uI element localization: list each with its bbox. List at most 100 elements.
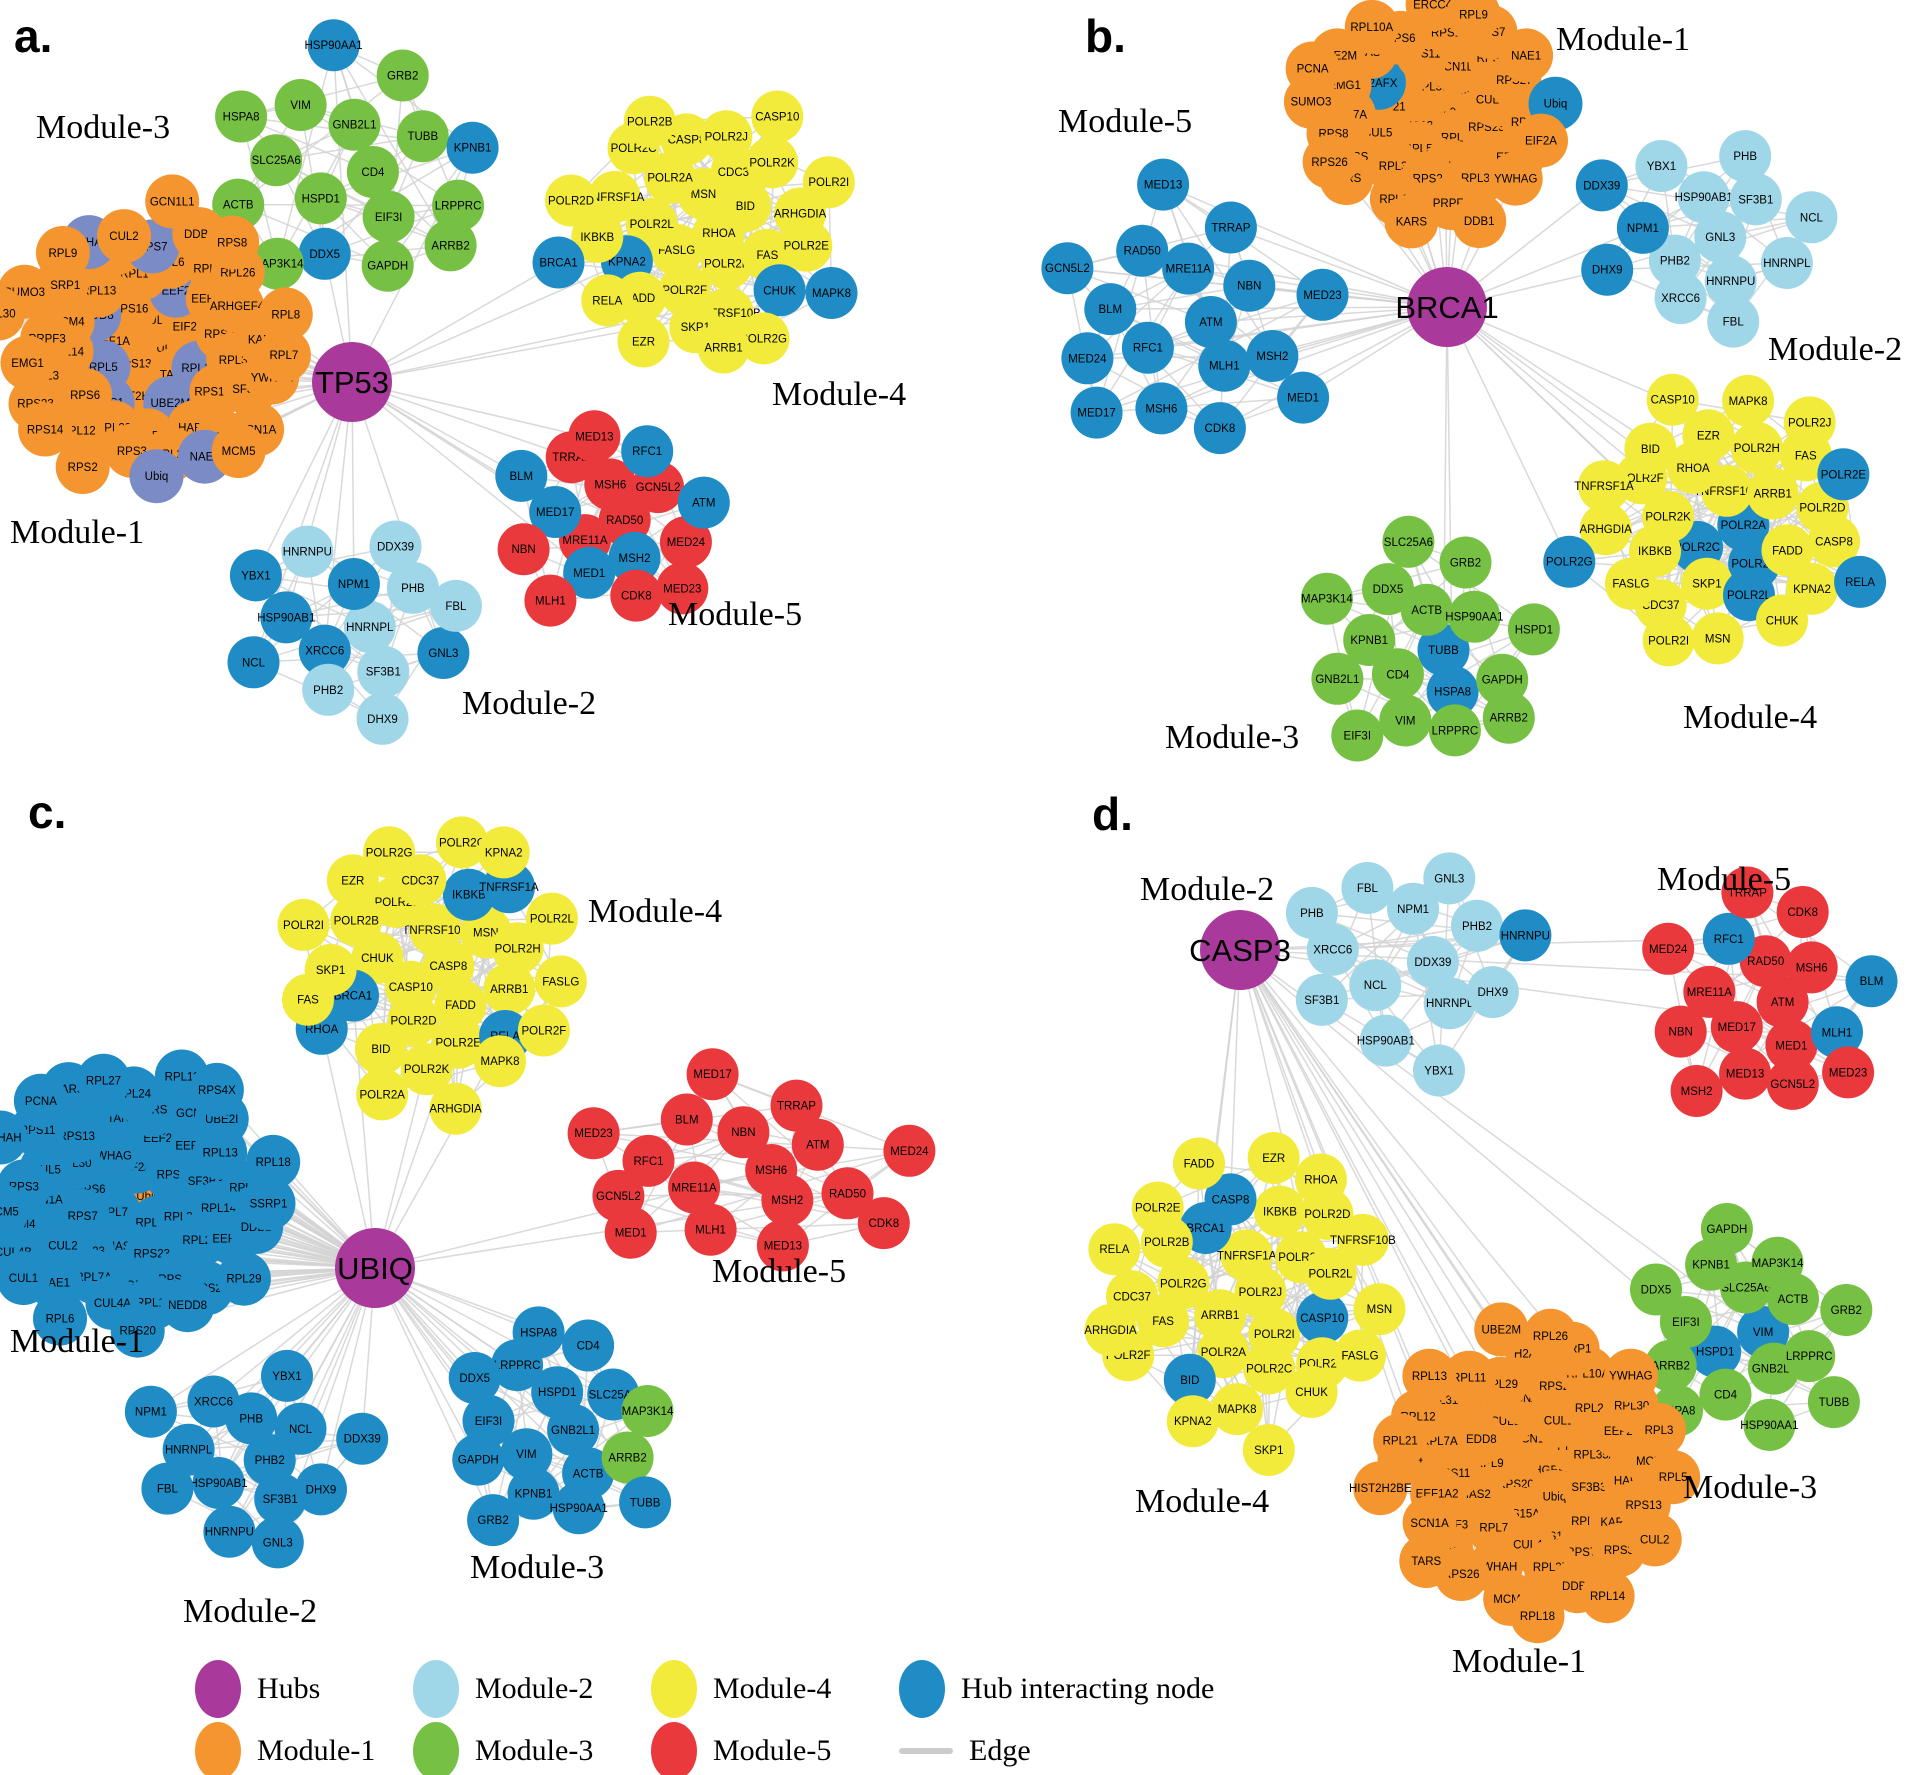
node-MED23[interactable] <box>656 562 709 615</box>
node-POLR2C[interactable] <box>436 816 488 869</box>
node-POLR2H[interactable] <box>1730 422 1783 474</box>
node-GNL3[interactable] <box>251 1516 304 1569</box>
node-DDX5[interactable] <box>1630 1263 1682 1316</box>
node-DDX39[interactable] <box>1575 159 1628 212</box>
node-PHB2[interactable] <box>302 663 355 716</box>
node-LRPPRC[interactable] <box>1783 1330 1836 1383</box>
node-POLR2E[interactable] <box>780 219 833 272</box>
node-RAD50[interactable] <box>1116 224 1169 277</box>
node-CUL1[interactable] <box>0 1251 51 1306</box>
node-BLM[interactable] <box>1845 955 1898 1008</box>
node-CHUK[interactable] <box>753 264 806 317</box>
node-POLR2J[interactable] <box>1783 396 1836 449</box>
node-IKBKB[interactable] <box>571 210 624 263</box>
node-TRRAP[interactable] <box>1204 201 1257 254</box>
node-RPL27[interactable] <box>76 1053 131 1108</box>
node-CDK8[interactable] <box>610 569 663 622</box>
node-ATM[interactable] <box>1184 296 1237 348</box>
node-SLC25A6[interactable] <box>250 134 303 187</box>
node-RPL21[interactable] <box>1373 1413 1428 1468</box>
node-TUBB[interactable] <box>1807 1376 1860 1429</box>
node-DHX9[interactable] <box>356 692 409 745</box>
node-POLR2K[interactable] <box>400 1043 453 1096</box>
node-NBN[interactable] <box>497 523 550 576</box>
node-FASLG[interactable] <box>1604 557 1657 610</box>
node-PHB[interactable] <box>1719 130 1772 183</box>
node-KPNA2[interactable] <box>1166 1395 1219 1448</box>
node-RPL29[interactable] <box>216 1251 271 1306</box>
node-BID[interactable] <box>1624 422 1677 475</box>
node-CD4[interactable] <box>1371 648 1424 701</box>
node-Ubiq[interactable] <box>129 449 184 504</box>
node-GNB2L1[interactable] <box>1311 652 1364 705</box>
node-FBL[interactable] <box>141 1462 194 1515</box>
node-NBN[interactable] <box>1654 1005 1707 1058</box>
node-YBX1[interactable] <box>261 1349 313 1402</box>
node-MSH6[interactable] <box>584 458 637 511</box>
node-MSH6[interactable] <box>1785 941 1838 994</box>
node-HSPA8[interactable] <box>1426 665 1479 718</box>
node-MRE11A[interactable] <box>668 1161 721 1214</box>
node-ATM[interactable] <box>791 1118 844 1171</box>
node-TNFRSF1A[interactable] <box>1220 1229 1273 1282</box>
node-MLH1[interactable] <box>524 574 577 627</box>
node-MAPK8[interactable] <box>1211 1383 1264 1436</box>
node-ARHGDIA[interactable] <box>429 1082 482 1135</box>
node-PHB2[interactable] <box>1451 899 1503 952</box>
node-NPM1[interactable] <box>327 558 380 610</box>
node-DHX9[interactable] <box>295 1463 347 1516</box>
node-MED24[interactable] <box>1642 922 1695 975</box>
node-RPL9[interactable] <box>35 226 90 280</box>
node-POLR2H[interactable] <box>701 237 754 290</box>
node-MAP3K14[interactable] <box>251 237 304 290</box>
node-HNRNPL[interactable] <box>162 1423 215 1476</box>
node-MED17[interactable] <box>1070 386 1123 439</box>
node-NAE1[interactable] <box>1499 28 1554 83</box>
node-RELA[interactable] <box>581 274 634 327</box>
node-POLR2E[interactable] <box>1817 448 1870 501</box>
node-MSH6[interactable] <box>1135 382 1188 435</box>
node-YWHAG[interactable] <box>1488 151 1543 206</box>
node-POLR2L[interactable] <box>525 892 578 945</box>
node-TARS[interactable] <box>1399 1534 1454 1589</box>
node-GNB2L1[interactable] <box>328 98 381 151</box>
node-MCM5[interactable] <box>0 1184 29 1239</box>
node-XRCC6[interactable] <box>187 1375 240 1428</box>
node-RPL10A[interactable] <box>1344 0 1399 54</box>
node-ATM[interactable] <box>1756 976 1809 1028</box>
node-HIST2H2BE[interactable] <box>1353 1461 1408 1516</box>
node-TRRAP[interactable] <box>1721 866 1774 919</box>
node-MAPK8[interactable] <box>805 267 858 319</box>
node-GCN1L1[interactable] <box>145 174 200 229</box>
node-BID[interactable] <box>354 1023 407 1075</box>
node-HSPD1[interactable] <box>294 172 347 225</box>
node-RPL18[interactable] <box>246 1134 301 1189</box>
node-MLH1[interactable] <box>1198 339 1251 392</box>
node-POLR2B[interactable] <box>330 894 383 947</box>
node-GRB2[interactable] <box>376 49 429 102</box>
node-EZR[interactable] <box>617 315 670 368</box>
node-SF3B1[interactable] <box>357 645 410 698</box>
node-BID[interactable] <box>1163 1353 1216 1406</box>
node-HSP90AA1[interactable] <box>1743 1398 1796 1451</box>
node-NCL[interactable] <box>1785 191 1838 244</box>
node-YBX1[interactable] <box>229 549 282 602</box>
node-RPS2[interactable] <box>55 440 110 495</box>
node-FBL[interactable] <box>1707 295 1760 348</box>
node-ARRB1[interactable] <box>483 962 536 1015</box>
node-RPL3[interactable] <box>1632 1403 1686 1457</box>
node-EIF3I[interactable] <box>1331 709 1384 762</box>
node-SF3B1[interactable] <box>1295 973 1348 1026</box>
node-CASP10[interactable] <box>751 90 804 143</box>
node-IKBKB[interactable] <box>1254 1185 1306 1238</box>
node-MRE11A[interactable] <box>1162 242 1215 295</box>
node-MSN[interactable] <box>1691 612 1744 665</box>
node-MSH2[interactable] <box>1246 330 1299 382</box>
node-FADD[interactable] <box>1761 524 1814 577</box>
node-TNFRSF10B[interactable] <box>409 903 462 956</box>
node-YWHAG[interactable] <box>1603 1348 1658 1403</box>
node-RPL26[interactable] <box>1523 1308 1578 1363</box>
node-MED23[interactable] <box>1296 268 1349 321</box>
node-UBE2M[interactable] <box>1474 1302 1529 1357</box>
node-MED1[interactable] <box>1277 371 1330 424</box>
